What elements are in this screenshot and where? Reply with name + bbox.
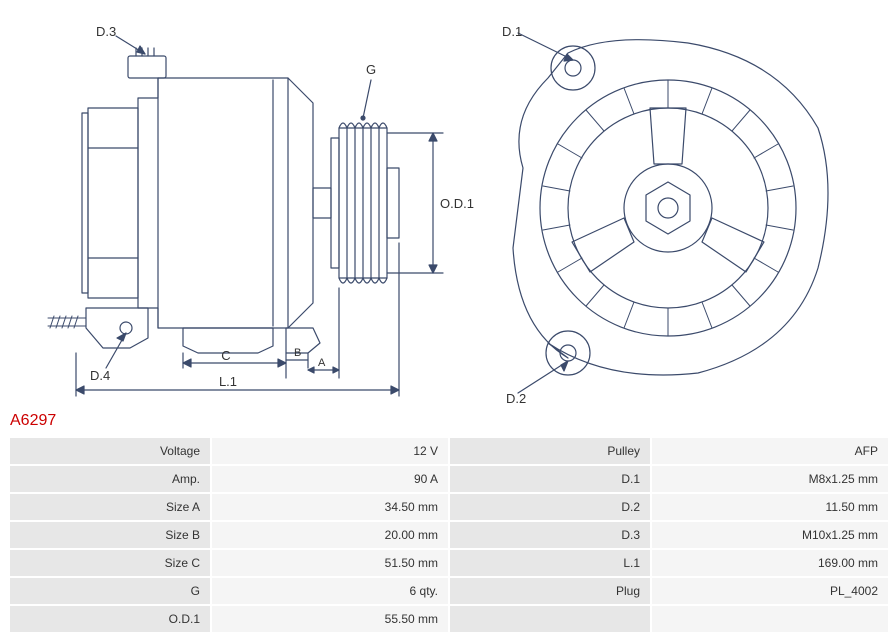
spec-label: Voltage [10,438,210,464]
spec-label: Size A [10,494,210,520]
callout-a: A [318,357,326,369]
spec-value: 11.50 mm [652,494,888,520]
callout-l1: L.1 [219,374,237,389]
spec-label [450,606,650,632]
spec-value [652,606,888,632]
spec-label: Amp. [10,466,210,492]
spec-value: 55.50 mm [212,606,448,632]
callout-c: C [221,348,230,363]
callout-od1: O.D.1 [440,196,474,211]
callout-d1: D.1 [502,24,522,39]
spec-value: AFP [652,438,888,464]
technical-diagram: D.3 G O.D.1 D.4 C B A L.1 D.1 D.2 [8,8,881,408]
spec-value: M10x1.25 mm [652,522,888,548]
spec-label: Size C [10,550,210,576]
callout-d3: D.3 [96,24,116,39]
part-number: A6297 [10,412,881,430]
spec-label: D.2 [450,494,650,520]
spec-value: 20.00 mm [212,522,448,548]
callout-g: G [366,62,376,77]
spec-label: L.1 [450,550,650,576]
spec-value: 34.50 mm [212,494,448,520]
spec-label: D.3 [450,522,650,548]
spec-label: Plug [450,578,650,604]
spec-label: O.D.1 [10,606,210,632]
spec-value: 51.50 mm [212,550,448,576]
spec-label: D.1 [450,466,650,492]
spec-value: M8x1.25 mm [652,466,888,492]
spec-table: Voltage12 VPulleyAFP Amp.90 AD.1M8x1.25 m… [8,436,889,634]
spec-label: Pulley [450,438,650,464]
spec-value: 6 qty. [212,578,448,604]
spec-value: 169.00 mm [652,550,888,576]
spec-value: 12 V [212,438,448,464]
spec-label: G [10,578,210,604]
callout-d2: D.2 [506,391,526,406]
callout-d4: D.4 [90,368,110,383]
spec-label: Size B [10,522,210,548]
callout-b: B [294,347,301,359]
spec-value: 90 A [212,466,448,492]
spec-value: PL_4002 [652,578,888,604]
